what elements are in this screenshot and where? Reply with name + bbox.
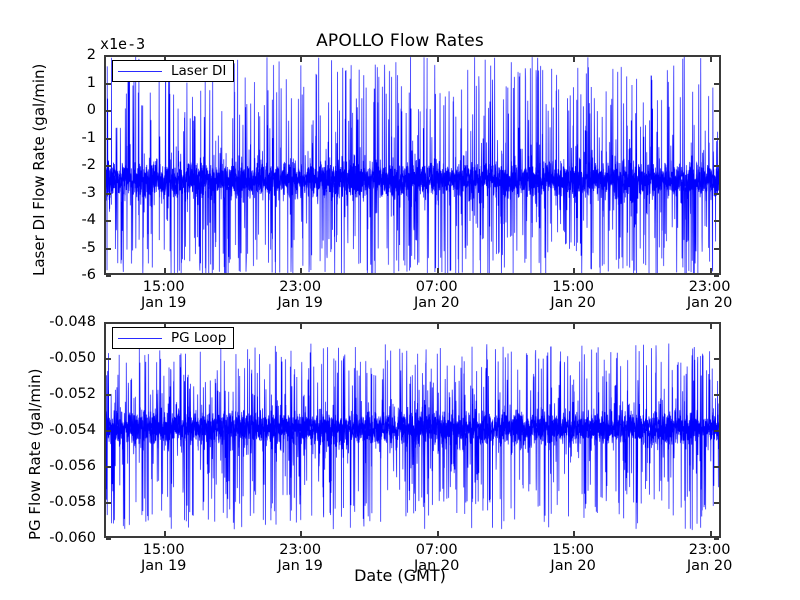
y-tick-mark [714,538,719,540]
y-tick-mark [106,502,111,504]
x-tick-mark [573,531,575,536]
y-tick-mark [106,138,111,140]
y-tick-mark [714,193,719,195]
x-tick-mark [710,531,712,536]
y-tick-label: -5 [81,239,96,256]
y-tick-mark [714,502,719,504]
x-tick-label: 15:00 Jan 19 [140,542,187,574]
x-tick-mark [437,268,439,273]
y-tick-label: -4 [81,212,96,228]
y-tick-mark [714,322,719,324]
x-axis-label: Date (GMT) [354,566,446,585]
x-tick-mark [437,324,439,329]
x-tick-mark [164,324,166,329]
x-tick-mark [573,268,575,273]
y-tick-label: 0 [86,102,96,118]
y-tick-mark [714,55,719,57]
y-tick-label: -0.050 [49,350,96,366]
y-tick-mark [106,394,111,396]
y-tick-mark [106,538,111,540]
x-tick-label: 07:00 Jan 20 [413,279,460,311]
y-tick-mark [714,248,719,250]
y-tick-label: -0.052 [49,386,96,402]
plot-area-laser-di[interactable] [104,55,721,275]
y-tick-label: -0.060 [49,530,96,546]
y-tick-mark [714,430,719,432]
x-tick-mark [300,57,302,62]
x-tick-mark [164,57,166,62]
y-tick-label: -2 [81,157,96,173]
y-axis-label-top: Laser DI Flow Rate (gal/min) [30,63,48,276]
y-tick-mark [714,138,719,140]
legend-pg-loop[interactable]: PG Loop [112,327,235,349]
x-tick-mark [437,531,439,536]
x-tick-mark [710,268,712,273]
y-tick-mark [106,165,111,167]
x-tick-label: 15:00 Jan 19 [140,279,187,311]
y-tick-mark [106,248,111,250]
y-tick-label: 2 [86,47,96,63]
y-tick-mark [714,275,719,277]
x-tick-label: 23:00 Jan 19 [277,542,323,574]
x-tick-mark [710,324,712,329]
x-tick-mark [300,324,302,329]
y-tick-mark [106,220,111,222]
x-tick-label: 23:00 Jan 20 [686,542,733,574]
y-tick-mark [106,193,111,195]
y-tick-label: -0.056 [49,458,96,474]
legend-label-pg-loop: PG Loop [171,330,227,346]
series-pg-loop [106,324,719,536]
y-tick-label: -3 [81,184,96,201]
series-laser-di [106,57,719,273]
x-tick-mark [573,57,575,62]
figure-title: APOLLO Flow Rates [316,31,484,51]
legend-laser-di[interactable]: Laser DI [112,60,235,82]
y-tick-label: -6 [81,267,96,283]
y-tick-mark [714,165,719,167]
y-tick-label: -1 [81,129,96,146]
y-tick-mark [106,322,111,324]
x-tick-mark [437,57,439,62]
y-tick-mark [714,220,719,222]
legend-line-icon [118,70,162,72]
y-tick-label: -0.048 [49,314,96,330]
x-tick-label: 23:00 Jan 20 [686,279,733,311]
legend-line-icon [118,337,162,339]
y-tick-mark [106,430,111,432]
y-tick-mark [106,55,111,57]
y-tick-mark [714,83,719,85]
plot-area-pg-loop[interactable] [104,322,721,538]
x-tick-mark [164,268,166,273]
x-tick-label: 15:00 Jan 20 [550,279,596,311]
x-tick-label: 23:00 Jan 19 [277,279,323,311]
x-tick-label: 15:00 Jan 20 [550,542,596,574]
x-tick-mark [710,57,712,62]
y-tick-mark [106,83,111,85]
y-tick-mark [106,110,111,112]
legend-label-laser-di: Laser DI [171,63,227,79]
x-tick-label: 07:00 Jan 20 [413,542,460,574]
y-tick-mark [106,466,111,468]
x-tick-mark [573,324,575,329]
y-tick-mark [714,466,719,468]
y-tick-label: -0.054 [49,422,96,438]
y-tick-label: 1 [86,74,96,91]
y-tick-mark [106,275,111,277]
y-tick-label: -0.058 [49,494,96,510]
x-tick-mark [300,268,302,273]
x-tick-mark [164,531,166,536]
y-tick-mark [714,110,719,112]
y-axis-exponent-label-top: x1e-3 [100,35,146,53]
y-tick-mark [106,358,111,360]
y-tick-mark [714,358,719,360]
y-tick-mark [714,394,719,396]
x-tick-mark [300,531,302,536]
